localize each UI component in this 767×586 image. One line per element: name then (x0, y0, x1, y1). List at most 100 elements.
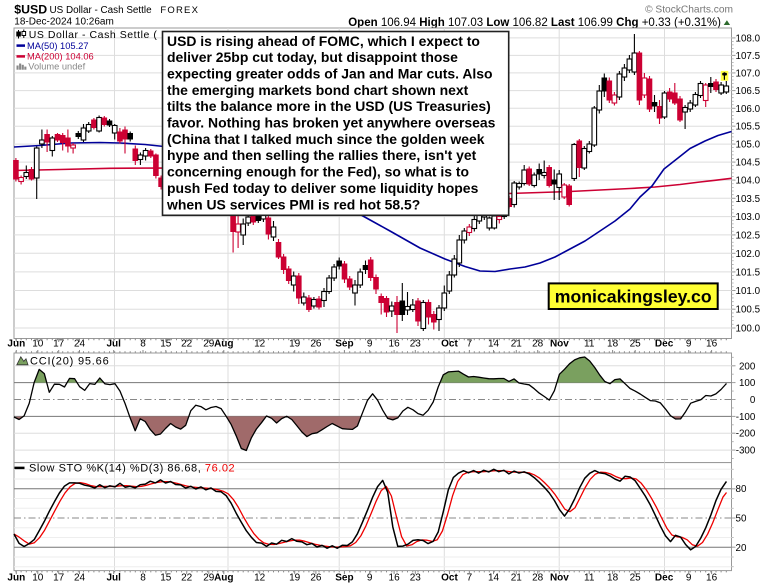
svg-text:104.0: 104.0 (736, 176, 761, 187)
svg-text:-300: -300 (736, 446, 756, 457)
svg-text:7: 7 (467, 339, 473, 350)
svg-text:107.5: 107.5 (736, 51, 761, 62)
svg-text:Dec: Dec (655, 573, 674, 584)
svg-text:$USD: $USD (14, 3, 47, 17)
svg-text:the emerging markets bond char: the emerging markets bond chart shown ne… (167, 82, 469, 98)
svg-text:16: 16 (706, 339, 718, 350)
svg-text:15: 15 (160, 339, 172, 350)
svg-text:103.5: 103.5 (736, 194, 761, 205)
svg-text:17: 17 (53, 339, 65, 350)
svg-text:hype and then selling the rall: hype and then selling the rallies there,… (167, 147, 477, 163)
svg-text:16: 16 (389, 339, 401, 350)
svg-text:Oct: Oct (441, 573, 458, 584)
svg-text:19: 19 (289, 339, 301, 350)
svg-text:MA(200) 104.06: MA(200) 104.06 (27, 52, 94, 62)
svg-text:Jun: Jun (7, 339, 25, 350)
svg-text:when US services PMI is red ho: when US services PMI is red hot 58.5? (166, 196, 420, 212)
svg-text:105.5: 105.5 (736, 122, 761, 133)
svg-text:26: 26 (310, 339, 322, 350)
svg-text:MA(50) 105.27: MA(50) 105.27 (27, 41, 89, 51)
svg-text:80: 80 (736, 484, 747, 495)
svg-text:101.0: 101.0 (736, 286, 761, 297)
svg-text:-200: -200 (736, 429, 756, 440)
svg-text:concerning enough for the Fed): concerning enough for the Fed), so what … (167, 164, 469, 180)
svg-text:10: 10 (32, 339, 44, 350)
svg-text:Sep: Sep (335, 339, 353, 350)
svg-text:16: 16 (706, 573, 718, 584)
svg-text:103.0: 103.0 (736, 212, 761, 223)
svg-text:29: 29 (203, 339, 215, 350)
svg-text:28: 28 (532, 573, 544, 584)
svg-text:favor. Nothing has broken yet: favor. Nothing has broken yet anywhere o… (167, 115, 496, 131)
svg-text:8: 8 (140, 339, 146, 350)
svg-text:50: 50 (736, 514, 747, 525)
svg-text:21: 21 (511, 573, 523, 584)
svg-text:expecting greater odds of Jan: expecting greater odds of Jan and Mar cu… (167, 66, 493, 82)
svg-text:12: 12 (254, 573, 266, 584)
svg-text:Nov: Nov (550, 573, 569, 584)
svg-text:14: 14 (488, 339, 500, 350)
svg-text:Dec: Dec (655, 339, 674, 350)
svg-text:9: 9 (686, 339, 692, 350)
svg-text:Sep: Sep (335, 573, 353, 584)
svg-text:104.5: 104.5 (736, 158, 761, 169)
svg-text:28: 28 (532, 339, 544, 350)
svg-text:17: 17 (53, 573, 65, 584)
svg-text:monicakingsley.co: monicakingsley.co (555, 287, 712, 307)
svg-text:23: 23 (410, 573, 422, 584)
svg-text:106.0: 106.0 (736, 104, 761, 115)
svg-text:© StockCharts.com: © StockCharts.com (645, 4, 733, 15)
svg-text:29: 29 (203, 573, 215, 584)
svg-text:22: 22 (181, 573, 193, 584)
svg-text:CCI(20) 95.66: CCI(20) 95.66 (30, 355, 110, 367)
svg-text:20: 20 (736, 543, 747, 554)
svg-text:100.5: 100.5 (736, 305, 761, 316)
svg-text:101.5: 101.5 (736, 267, 761, 278)
svg-text:push Fed today to deliver some: push Fed today to deliver some liquidity… (167, 180, 479, 196)
svg-text:-100: -100 (736, 412, 756, 423)
svg-text:Volume undef: Volume undef (28, 62, 85, 72)
svg-text:102.5: 102.5 (736, 230, 761, 241)
svg-text:10: 10 (32, 573, 44, 584)
svg-text:USD is rising ahead of FOMC, w: USD is rising ahead of FOMC, which I exp… (167, 33, 480, 49)
svg-text:FOREX: FOREX (160, 5, 199, 16)
svg-text:7: 7 (467, 573, 473, 584)
svg-text:Open 106.94 High 107.03 Low 10: Open 106.94 High 107.03 Low 106.82 Last … (348, 17, 721, 29)
svg-text:105.0: 105.0 (736, 140, 761, 151)
svg-text:108.0: 108.0 (736, 33, 761, 44)
svg-text:11: 11 (584, 573, 595, 584)
svg-text:25: 25 (630, 573, 642, 584)
svg-text:19: 19 (289, 573, 301, 584)
svg-text:9: 9 (367, 339, 373, 350)
svg-text:11: 11 (584, 339, 595, 350)
svg-text:24: 24 (74, 339, 86, 350)
svg-text:102.0: 102.0 (736, 249, 761, 260)
svg-text:Jun: Jun (7, 573, 25, 584)
svg-text:22: 22 (181, 339, 193, 350)
svg-text:100.0: 100.0 (736, 324, 761, 335)
svg-text:25: 25 (630, 339, 642, 350)
svg-text:9: 9 (686, 573, 692, 584)
svg-text:26: 26 (310, 573, 322, 584)
svg-text:107.0: 107.0 (736, 68, 761, 79)
svg-text:Jul: Jul (106, 339, 121, 350)
svg-text:Aug: Aug (214, 339, 233, 350)
svg-text:Slow STO %K(14) %D(3) 86.68, 7: Slow STO %K(14) %D(3) 86.68, 76.02 (29, 462, 235, 474)
svg-text:24: 24 (74, 573, 86, 584)
svg-text:US Dollar - Cash Settle: US Dollar - Cash Settle (50, 5, 153, 16)
svg-text:8: 8 (140, 573, 146, 584)
svg-text:18-Dec-2024 10:26am: 18-Dec-2024 10:26am (14, 17, 114, 28)
svg-text:23: 23 (410, 339, 422, 350)
svg-text:tilts the balance more in the: tilts the balance more in the USD (US Tr… (167, 98, 491, 114)
svg-text:14: 14 (488, 573, 500, 584)
svg-text:200: 200 (739, 361, 756, 372)
svg-text:16: 16 (389, 573, 401, 584)
svg-text:Nov: Nov (550, 339, 569, 350)
svg-text:US Dollar - Cash Settle (: US Dollar - Cash Settle ( (29, 29, 158, 41)
svg-text:21: 21 (511, 339, 523, 350)
svg-text:106.5: 106.5 (736, 86, 761, 97)
svg-text:deliver 25bp cut today, but di: deliver 25bp cut today, but disappoint t… (167, 49, 458, 65)
svg-text:Jul: Jul (106, 573, 121, 584)
svg-text:12: 12 (254, 339, 266, 350)
svg-text:100: 100 (739, 378, 756, 389)
